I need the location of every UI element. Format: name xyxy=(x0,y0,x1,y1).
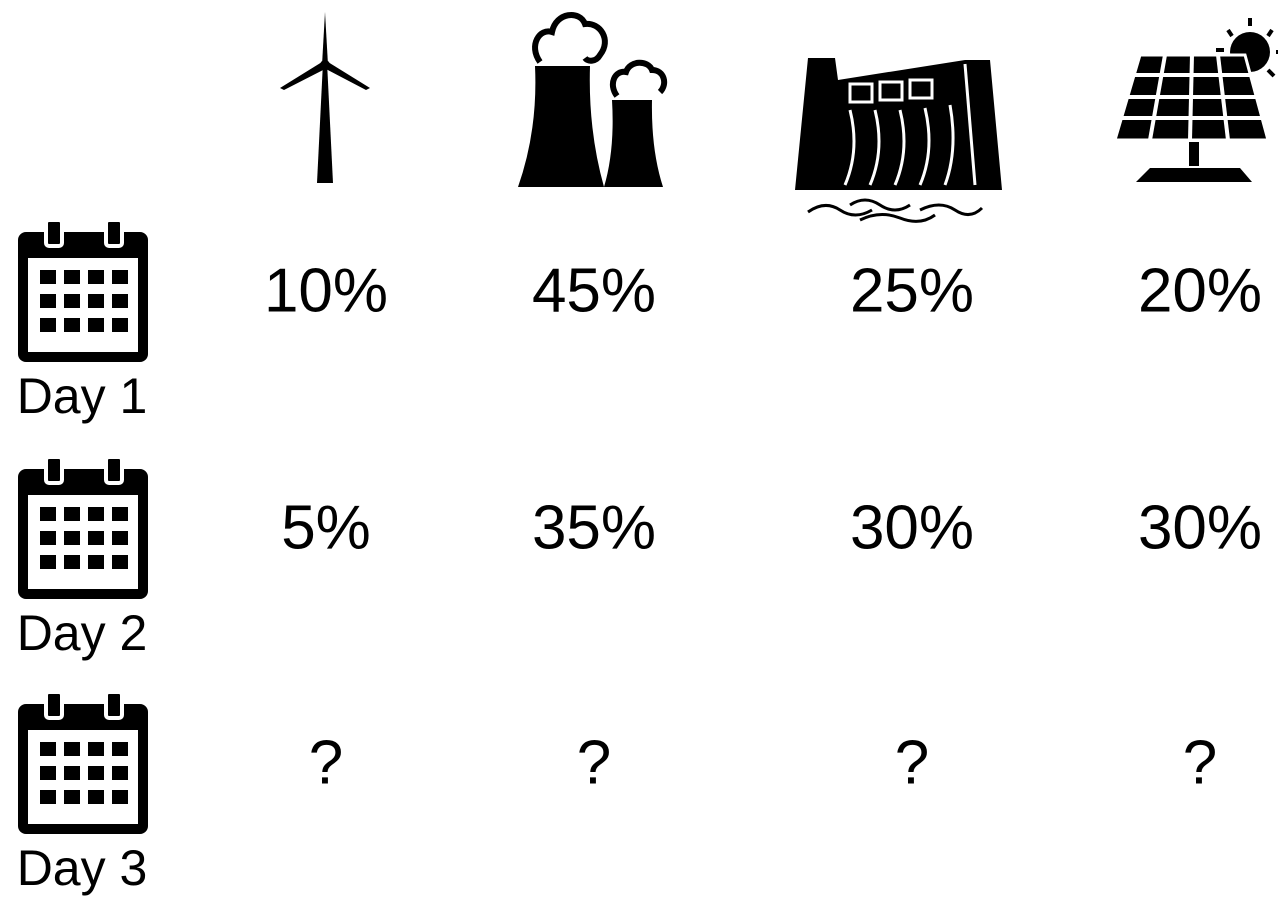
day-label: Day 1 xyxy=(17,368,148,424)
share-value: ? xyxy=(309,728,343,797)
power-plant-icon xyxy=(518,12,668,187)
share-value: 25% xyxy=(850,256,974,325)
wind-turbine-icon xyxy=(280,12,370,183)
day-label: Day 3 xyxy=(17,840,148,896)
share-value: ? xyxy=(1183,728,1217,797)
dam-icon xyxy=(795,58,1002,223)
day-label: Day 2 xyxy=(17,605,148,661)
calendar-icon xyxy=(16,690,150,836)
share-value: 30% xyxy=(850,493,974,562)
calendar-icon xyxy=(16,455,150,601)
rows: Day 1 10% 45% 25% 20% Day 2 5% 35% 30% 30% Day 3??… xyxy=(16,218,1262,896)
share-value: 10% xyxy=(264,256,388,325)
day-row: Day 1 10% 45% 25% 20% xyxy=(16,218,1262,424)
share-value: 20% xyxy=(1138,256,1262,325)
solar-panel-icon xyxy=(1112,18,1278,182)
share-value: 30% xyxy=(1138,493,1262,562)
share-value: 5% xyxy=(281,493,371,562)
day-row: Day 3???? xyxy=(16,690,1217,896)
share-value: ? xyxy=(577,728,611,797)
share-value: 35% xyxy=(532,493,656,562)
share-value: ? xyxy=(895,728,929,797)
day-row: Day 2 5% 35% 30% 30% xyxy=(16,455,1262,661)
calendar-icon xyxy=(16,218,150,364)
share-value: 45% xyxy=(532,256,656,325)
